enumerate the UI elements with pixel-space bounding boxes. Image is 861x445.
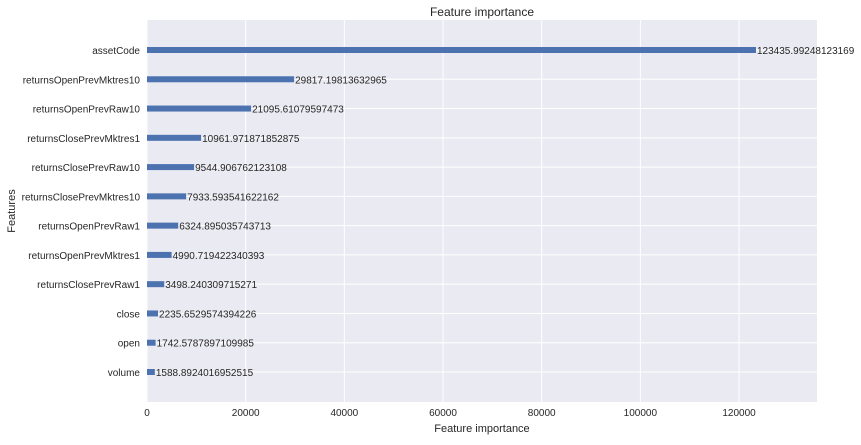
- y-tick-label: close: [117, 309, 141, 320]
- y-tick-label: assetCode: [92, 46, 140, 57]
- bar-returnsClosePrevRaw1: [147, 281, 165, 288]
- y-tick-label: returnsOpenPrevRaw10: [33, 105, 141, 116]
- value-label: 1742.5787897109985: [157, 339, 255, 350]
- y-axis-label: Features: [6, 189, 18, 233]
- y-tick-label: returnsClosePrevRaw1: [37, 280, 140, 291]
- y-tick-label: open: [118, 339, 140, 350]
- label-layer: 123435.99248123169 29817.19813632965 21095…: [156, 46, 855, 379]
- bar-returnsClosePrevMktres1: [147, 134, 202, 141]
- bar-returnsOpenPrevRaw1: [147, 222, 179, 229]
- value-label: 21095.61079597473: [252, 105, 344, 116]
- value-label: 10961.971871852875: [202, 134, 300, 145]
- chart-title: Feature importance: [430, 5, 534, 19]
- bar-returnsClosePrevMktres10: [147, 193, 187, 200]
- x-tick-label: 40000: [330, 408, 358, 419]
- bar-returnsClosePrevRaw10: [147, 164, 195, 171]
- value-label: 2235.6529574394226: [159, 309, 257, 320]
- y-tick-label: volume: [108, 368, 141, 379]
- bar-returnsOpenPrevMktres10: [147, 76, 295, 83]
- bar-returnsOpenPrevRaw10: [147, 105, 252, 112]
- bar-assetCode: [147, 47, 756, 53]
- bar-open: [147, 339, 156, 346]
- y-tick-label: returnsOpenPrevRaw1: [38, 222, 140, 233]
- x-tick-label: 100000: [624, 408, 658, 419]
- value-label: 29817.19813632965: [295, 75, 387, 86]
- x-tick-label: 20000: [232, 408, 260, 419]
- value-label: 1588.8924016952515: [156, 368, 254, 379]
- x-tick-label: 60000: [429, 408, 457, 419]
- y-tick-label: returnsClosePrevRaw10: [32, 163, 141, 174]
- plot-area-background: [147, 20, 817, 402]
- y-tick-label: returnsClosePrevMktres10: [22, 192, 141, 203]
- value-label: 3498.240309715271: [165, 280, 257, 291]
- x-axis-label: Feature importance: [434, 423, 529, 435]
- value-label: 4990.719422340393: [173, 251, 265, 262]
- x-tick-label: 80000: [528, 408, 556, 419]
- y-tick-label: returnsClosePrevMktres1: [27, 134, 140, 145]
- x-tick-label: 120000: [722, 408, 756, 419]
- bar-volume: [147, 369, 155, 375]
- value-label: 123435.99248123169: [757, 46, 855, 57]
- value-label: 9544.906762123108: [195, 163, 287, 174]
- bar-returnsOpenPrevMktres1: [147, 251, 172, 258]
- x-tick-labels: 0 20000 40000 60000 80000 100000 120000: [144, 408, 756, 419]
- bar-close: [147, 310, 159, 317]
- y-tick-label: returnsOpenPrevMktres10: [23, 75, 141, 86]
- bar-layer: [147, 47, 756, 375]
- y-tick-labels: assetCode returnsOpenPrevMktres10 returnsO…: [22, 46, 141, 379]
- value-label: 7933.593541622162: [187, 192, 279, 203]
- value-label: 6324.895035743713: [179, 222, 271, 233]
- y-tick-label: returnsOpenPrevMktres1: [28, 251, 140, 262]
- x-tick-label: 0: [144, 408, 150, 419]
